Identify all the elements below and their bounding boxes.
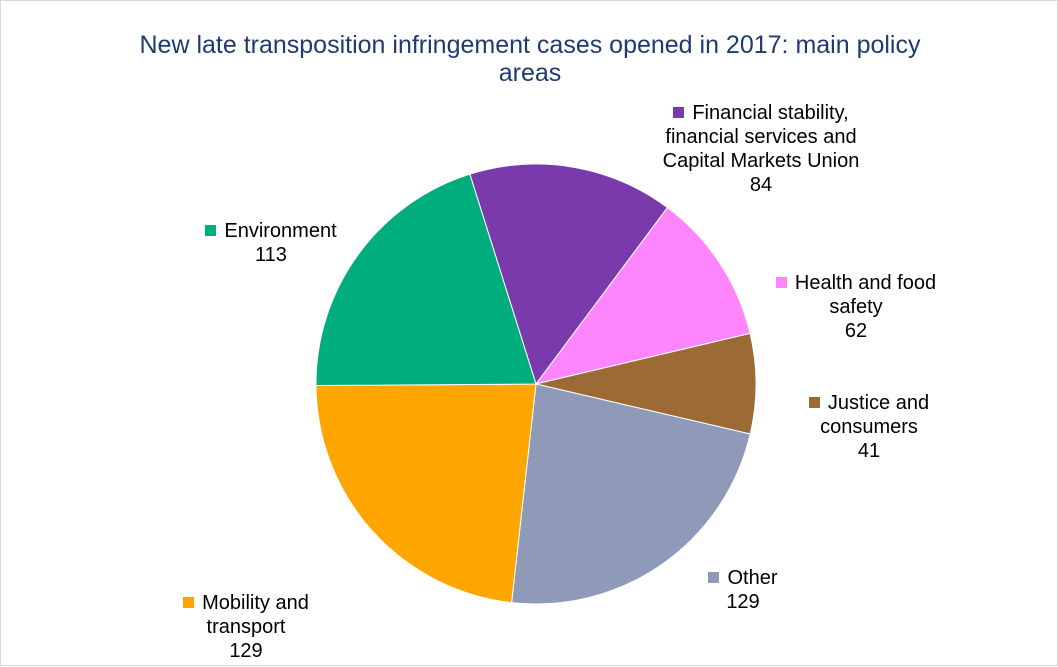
- legend-swatch: [775, 277, 787, 288]
- value-label: 62: [844, 320, 868, 342]
- legend-swatch: [808, 397, 820, 408]
- pie-slice: [511, 383, 751, 605]
- value-label: 129: [229, 640, 263, 662]
- category-label: Health and food safety: [794, 272, 937, 318]
- data-label: Environment 113: [181, 219, 361, 267]
- data-label: Health and food safety 62: [761, 271, 951, 343]
- value-label: 113: [255, 244, 287, 266]
- pie-slice: [315, 173, 537, 387]
- data-label: Other 129: [683, 566, 803, 614]
- pie-slice: [469, 163, 669, 386]
- value-label: 129: [726, 591, 760, 613]
- value-label: 84: [749, 174, 773, 196]
- data-label: Financial stability, financial services …: [656, 101, 866, 197]
- legend-swatch: [708, 572, 720, 583]
- category-label: Justice and consumers: [820, 392, 930, 438]
- legend-swatch: [205, 225, 217, 236]
- legend-swatch: [183, 597, 195, 608]
- pie-slice: [534, 206, 751, 385]
- data-label: Mobility and transport 129: [156, 591, 336, 663]
- data-label: Justice and consumers 41: [784, 391, 954, 463]
- value-label: 41: [857, 440, 881, 462]
- pie-slice: [315, 383, 537, 604]
- category-label: Financial stability, financial services …: [662, 102, 860, 172]
- legend-swatch: [673, 107, 685, 118]
- category-label: Environment: [224, 220, 337, 242]
- pie-slice: [535, 332, 757, 435]
- chart-title: New late transposition infringement case…: [139, 31, 921, 87]
- category-label: Other: [727, 567, 778, 589]
- category-label: Mobility and transport: [202, 592, 309, 638]
